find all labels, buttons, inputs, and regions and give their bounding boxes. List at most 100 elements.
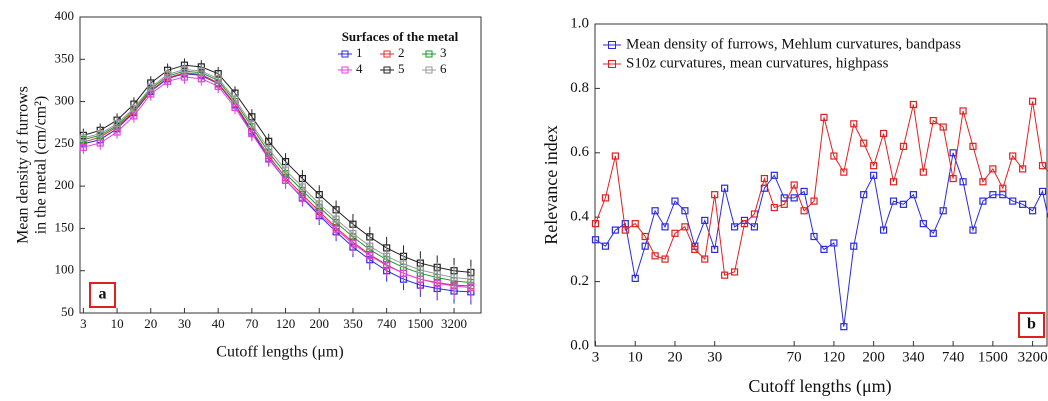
marker — [979, 197, 987, 205]
marker — [979, 178, 987, 186]
x-tick-label: 1500 — [407, 316, 433, 331]
marker — [919, 168, 927, 176]
marker — [711, 191, 719, 199]
series-line — [595, 101, 1048, 276]
marker — [641, 242, 649, 250]
marker — [909, 191, 917, 199]
x-tick-label: 3 — [80, 316, 87, 331]
marker — [949, 149, 957, 157]
marker — [113, 119, 121, 128]
series-line — [83, 76, 471, 289]
marker — [939, 207, 947, 215]
marker — [130, 104, 138, 112]
marker — [850, 120, 858, 128]
x-tick-label: 1500 — [978, 349, 1008, 365]
marker — [671, 229, 679, 237]
x-tick-label: 340 — [902, 349, 925, 365]
legend-label: Mean density of furrows, Mehlum curvatur… — [626, 36, 961, 52]
marker — [651, 252, 659, 260]
marker — [1028, 207, 1037, 215]
marker — [197, 67, 205, 75]
x-tick-label: 740 — [377, 316, 397, 331]
legend-label: 3 — [440, 45, 447, 60]
marker — [929, 116, 937, 125]
marker — [214, 75, 222, 83]
legend-title: Surfaces of the metal — [342, 29, 459, 44]
panel-badge-box — [89, 282, 116, 308]
marker — [989, 165, 997, 173]
marker — [959, 107, 967, 115]
y-tick-label: 150 — [55, 219, 75, 234]
marker — [889, 178, 898, 186]
y-tick-label: 0.0 — [570, 337, 589, 353]
marker — [870, 171, 878, 179]
marker — [750, 210, 759, 218]
x-tick-label: 30 — [707, 349, 722, 365]
y-tick-label: 0.4 — [570, 209, 589, 225]
y-tick-label: 200 — [55, 177, 75, 192]
marker — [879, 226, 888, 234]
marker — [879, 129, 888, 138]
y-axis-label: in the metal (cm/cm²) — [33, 96, 50, 235]
marker — [999, 184, 1007, 192]
marker — [850, 242, 858, 250]
marker — [889, 197, 898, 205]
marker — [450, 273, 458, 282]
marker — [1038, 162, 1047, 170]
legend-marker — [341, 66, 349, 74]
marker — [730, 223, 739, 231]
marker — [959, 178, 967, 186]
legend-label: 4 — [356, 61, 363, 76]
legend-marker — [608, 41, 616, 49]
marker — [231, 95, 239, 103]
plot-frame — [594, 23, 1048, 347]
marker — [969, 226, 977, 234]
x-axis-label: Cutoff lengths (μm) — [216, 344, 343, 361]
marker — [611, 226, 619, 234]
legend-label: 6 — [440, 61, 447, 76]
series-line — [595, 152, 1048, 327]
marker — [820, 113, 828, 121]
marker — [631, 274, 639, 282]
marker — [830, 239, 838, 247]
x-tick-label: 70 — [245, 316, 258, 331]
marker — [298, 183, 307, 191]
marker — [800, 187, 808, 196]
legend-label: 2 — [398, 45, 405, 60]
x-tick-label: 200 — [862, 349, 885, 365]
marker — [671, 197, 679, 205]
legend-marker — [608, 60, 616, 68]
y-axis-label: Mean density of furrows — [15, 86, 32, 244]
marker — [790, 181, 798, 189]
marker — [399, 260, 408, 268]
marker — [909, 100, 917, 109]
marker — [96, 130, 104, 138]
marker — [631, 220, 639, 228]
marker — [691, 245, 699, 253]
legend-marker — [341, 50, 349, 58]
y-axis-label: Relevance index — [541, 125, 561, 244]
marker — [770, 171, 778, 179]
marker — [899, 142, 908, 150]
y-tick-label: 300 — [55, 93, 75, 108]
marker — [164, 70, 172, 79]
y-tick-label: 50 — [61, 304, 74, 319]
marker — [790, 194, 798, 202]
marker — [870, 162, 878, 170]
panel-badge: b — [1027, 316, 1036, 333]
panel-badge-box — [1018, 312, 1045, 338]
y-tick-label: 350 — [55, 50, 75, 65]
marker — [591, 220, 600, 228]
marker — [939, 123, 947, 131]
marker — [661, 223, 669, 231]
marker — [750, 223, 759, 231]
x-tick-label: 120 — [276, 316, 296, 331]
y-tick-label: 0.2 — [570, 273, 589, 289]
marker — [651, 207, 659, 215]
x-tick-label: 70 — [787, 349, 802, 365]
x-tick-label: 3200 — [1018, 349, 1048, 365]
marker — [810, 232, 818, 241]
x-tick-label: 30 — [178, 316, 191, 331]
